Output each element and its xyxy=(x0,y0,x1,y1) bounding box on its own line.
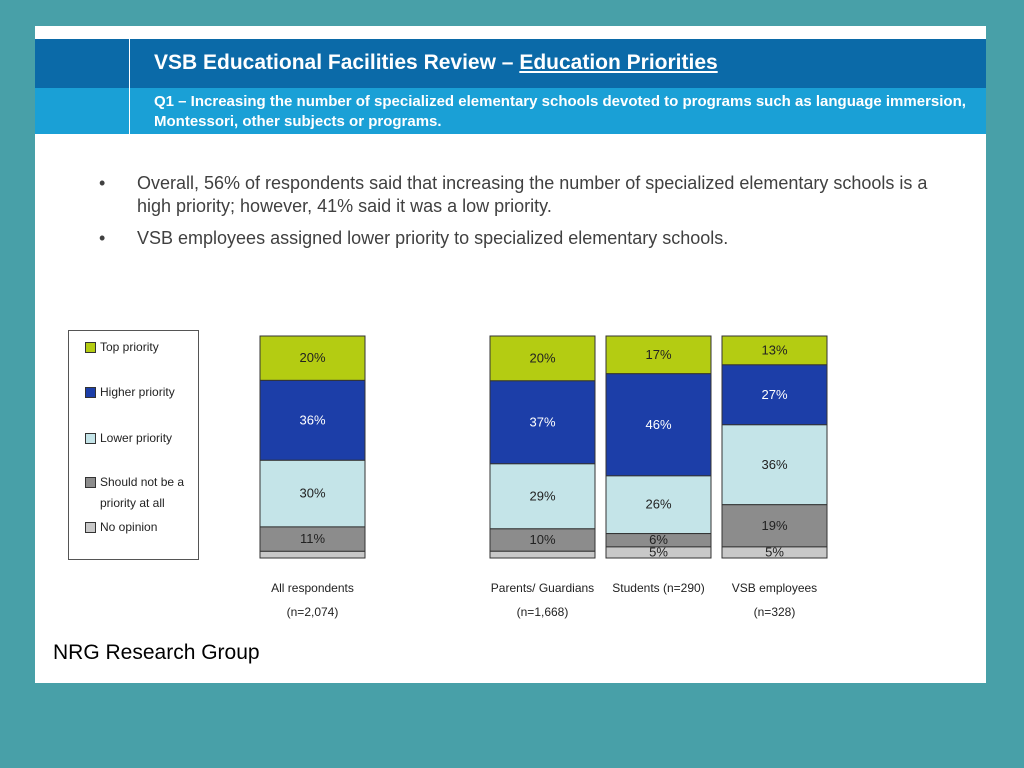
category-label: Parents/ Guardians xyxy=(491,581,594,595)
slide: VSB Educational Facilities Review – Educ… xyxy=(35,26,986,683)
bar-segment xyxy=(605,373,712,477)
bar-segment xyxy=(489,380,596,465)
bullet-list: • Overall, 56% of respondents said that … xyxy=(99,172,959,259)
stacked-bar-chart: 20% 36% 30% 11% All respondents (n=2,074) 20% 3… xyxy=(259,335,828,619)
title-band xyxy=(35,39,986,88)
bar-segment xyxy=(605,335,712,375)
bar-segment xyxy=(259,335,366,381)
data-label: 27% xyxy=(761,387,787,402)
bar-segment xyxy=(721,424,828,506)
legend-swatch xyxy=(85,477,96,488)
bar-segment xyxy=(489,550,596,559)
title-prefix: VSB Educational Facilities Review – xyxy=(154,51,514,74)
bar-segment xyxy=(721,546,828,559)
title-link[interactable]: Education Priorities xyxy=(519,51,718,74)
legend-swatch xyxy=(85,433,96,444)
category-label: All respondents xyxy=(271,581,354,595)
bullet-text: VSB employees assigned lower priority to… xyxy=(137,228,729,248)
bar-segment xyxy=(259,379,366,461)
data-label: 37% xyxy=(529,414,555,429)
legend-label: Top priority xyxy=(100,340,159,354)
data-label: 19% xyxy=(761,518,787,533)
band-divider xyxy=(129,39,130,134)
bar-segment xyxy=(605,546,712,559)
data-label: 6% xyxy=(649,532,668,547)
category-label: VSB employees xyxy=(732,581,817,595)
legend-swatch xyxy=(85,342,96,353)
category-n-label: (n=328) xyxy=(754,605,796,619)
bullet-item: • VSB employees assigned lower priority … xyxy=(99,227,959,250)
bullet-item: • Overall, 56% of respondents said that … xyxy=(99,172,959,218)
legend-swatch xyxy=(85,522,96,533)
bar-segment xyxy=(489,335,596,382)
bullet-dot: • xyxy=(99,228,106,248)
data-label: 5% xyxy=(765,544,784,559)
data-label: 36% xyxy=(761,457,787,472)
question-band xyxy=(35,88,986,134)
data-label: 11% xyxy=(300,531,325,546)
data-label: 13% xyxy=(761,342,787,357)
legend-label: No opinion xyxy=(100,520,158,534)
data-label: 29% xyxy=(529,488,555,503)
data-label: 30% xyxy=(299,486,325,501)
bullet-dot: • xyxy=(99,173,106,193)
chart-legend: Top priority Higher priority Lower prior… xyxy=(68,330,199,560)
category-n-label: (n=2,074) xyxy=(287,605,339,619)
bar-segment xyxy=(721,504,828,548)
data-label: 10% xyxy=(529,532,555,547)
bullet-text: Overall, 56% of respondents said that in… xyxy=(137,173,928,216)
data-label: 46% xyxy=(645,417,671,432)
legend-swatch xyxy=(85,387,96,398)
category-n-label: (n=1,668) xyxy=(517,605,569,619)
footer-credit: NRG Research Group xyxy=(53,641,260,664)
category-label: Students (n=290) xyxy=(612,581,704,595)
legend-label: Lower priority xyxy=(100,431,173,445)
data-label: 36% xyxy=(299,412,325,427)
data-label: 5% xyxy=(649,544,668,559)
data-label: 20% xyxy=(529,350,555,365)
bar-segment xyxy=(259,459,366,528)
data-label: 26% xyxy=(645,497,671,512)
bar-segment xyxy=(259,550,366,559)
slide-title: VSB Educational Facilities Review – Educ… xyxy=(154,51,718,75)
legend-label: Should not be a priority at all xyxy=(100,475,185,510)
bar-segment xyxy=(721,364,828,426)
bar-segment xyxy=(721,335,828,366)
data-label: 17% xyxy=(645,347,671,362)
bar-segment xyxy=(489,463,596,530)
legend-label: Higher priority xyxy=(100,385,175,399)
bar-segment xyxy=(259,526,366,552)
question-text: Q1 – Increasing the number of specialize… xyxy=(154,93,966,130)
data-label: 20% xyxy=(299,350,325,365)
